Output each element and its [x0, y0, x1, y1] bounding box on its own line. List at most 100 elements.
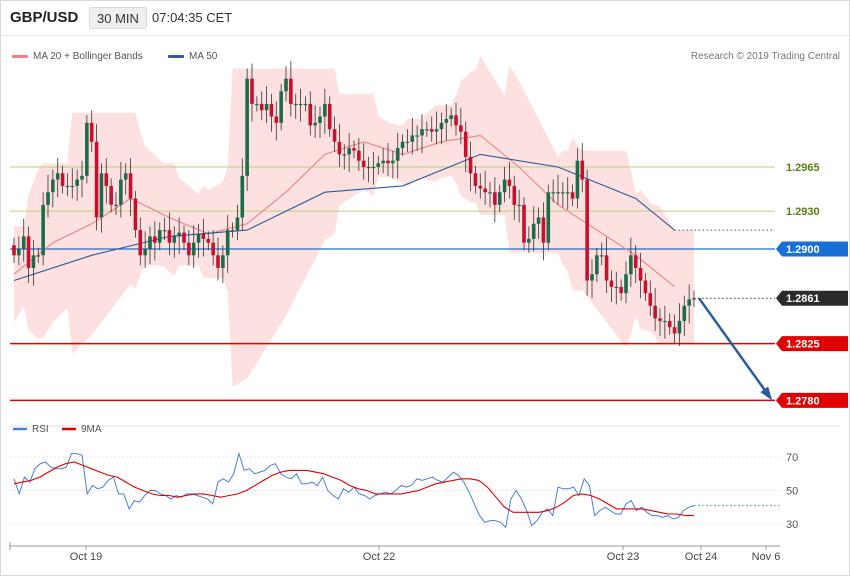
level-label-resistance_1: 1.2930 [786, 206, 820, 218]
rsi-tick-70: 70 [786, 452, 798, 464]
rsi-ma-line [13, 461, 694, 517]
candle-body [89, 122, 94, 142]
candle-body [361, 160, 366, 167]
candle-body [240, 175, 245, 218]
candle-body [663, 320, 667, 323]
candle-body [444, 119, 449, 123]
candle-body [284, 78, 288, 92]
candle-body [449, 115, 453, 120]
candle-body [405, 141, 410, 143]
symbol-label[interactable]: GBP/USD [10, 9, 79, 26]
candle-body [162, 230, 167, 232]
ma20-swatch [12, 55, 28, 58]
candle-body [342, 154, 347, 156]
candle-body [590, 274, 594, 281]
candle-body [653, 305, 657, 319]
candle-body [624, 274, 628, 294]
candle-body [250, 78, 254, 104]
candle-body [439, 122, 444, 130]
candle-body [556, 192, 560, 194]
timeframe-selector[interactable]: 30 MIN [89, 7, 147, 29]
candle-body [153, 236, 157, 243]
candle-body [629, 255, 633, 275]
candle-body [546, 192, 551, 243]
candle-body [41, 204, 45, 256]
candle-body [51, 179, 55, 193]
legend-ma20: MA 20 + Bollinger Bands [12, 51, 143, 62]
candle-body [332, 129, 337, 142]
candle-body [517, 204, 521, 207]
candle-body [128, 173, 133, 199]
candle-body [507, 179, 512, 186]
candle-body [468, 156, 473, 174]
candle-body [357, 150, 361, 161]
rsi-tick-50: 50 [786, 486, 798, 498]
level-label-bg [776, 392, 848, 408]
candle-body [269, 103, 274, 117]
candle-body [138, 230, 143, 256]
x-tick-label: Oct 19 [70, 551, 102, 563]
candle-body [12, 245, 16, 256]
candle-body [187, 242, 191, 256]
candle-body [104, 173, 109, 186]
candle-body [55, 173, 60, 180]
candle-body [575, 160, 580, 199]
candle-body [497, 192, 502, 205]
candle-body [347, 148, 351, 155]
candle-body [157, 230, 162, 243]
candle-body [94, 141, 99, 218]
candle-body [536, 217, 541, 224]
candle-body [293, 103, 298, 106]
candle-body [395, 148, 400, 161]
candle-body [531, 223, 536, 239]
candles [12, 61, 696, 347]
level-label-bg [776, 290, 848, 306]
x-tick-label: Oct 24 [685, 551, 717, 563]
candle-body [225, 230, 230, 256]
candle-body [279, 91, 283, 123]
candle-body [245, 78, 249, 176]
candle-body [148, 236, 152, 249]
candle-body [313, 122, 317, 126]
candle-body [614, 286, 619, 289]
candle-body [259, 103, 264, 111]
candle-body [541, 217, 546, 243]
candle-body [114, 204, 118, 207]
candle-body [211, 242, 215, 256]
candle-body [133, 198, 138, 231]
candle-body [60, 173, 65, 186]
candle-body [410, 135, 415, 142]
candle-body [26, 236, 31, 268]
candle-body [551, 192, 555, 194]
candle-body [483, 188, 487, 193]
candle-body [648, 293, 653, 306]
candle-body [255, 103, 259, 106]
candle-body [123, 173, 128, 180]
candle-body [381, 160, 385, 164]
projection-arrow-line [697, 297, 772, 399]
candle-body [429, 129, 434, 132]
candle-body [415, 135, 419, 137]
candle-body [85, 122, 89, 176]
candle-body [70, 185, 75, 188]
candle-body [425, 129, 429, 131]
level-label-text: 1.2780 [786, 395, 820, 407]
ma50-label: MA 50 [189, 51, 218, 62]
candle-body [182, 232, 186, 243]
candle-body [672, 327, 677, 334]
candle-body [21, 236, 26, 249]
candle-body [289, 78, 293, 104]
candle-body [75, 179, 79, 186]
candle-body [36, 255, 41, 257]
candle-body [327, 103, 332, 130]
candle-body [337, 141, 342, 155]
candle-body [264, 103, 269, 111]
candle-body [619, 286, 623, 294]
candle-body [371, 167, 376, 169]
x-tick-label: Nov 6 [752, 551, 781, 563]
candle-body [454, 115, 458, 126]
candle-body [109, 185, 113, 205]
level-label-text: 1.2825 [786, 339, 820, 351]
candle-body [80, 175, 84, 180]
candle-body [502, 179, 507, 193]
